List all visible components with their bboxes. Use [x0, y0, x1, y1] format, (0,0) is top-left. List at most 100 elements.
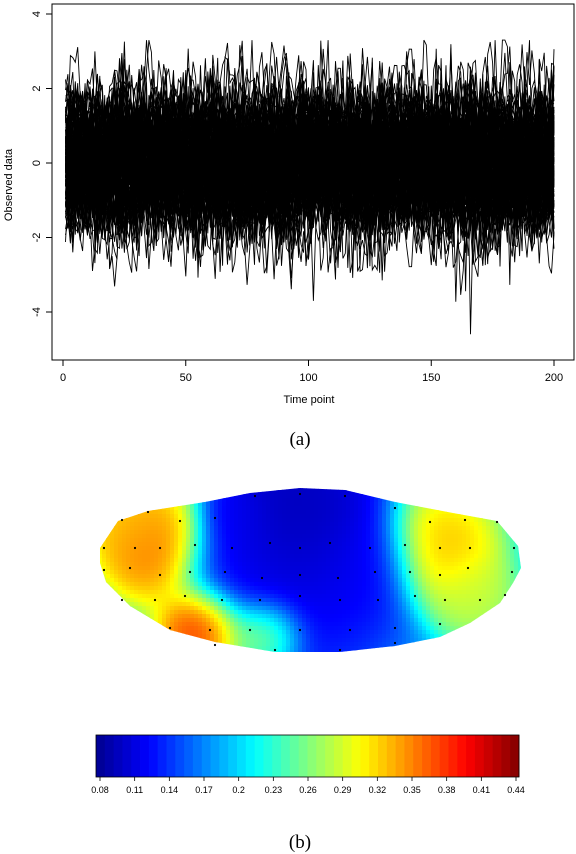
- heat-cell: [100, 522, 103, 527]
- heat-cell: [394, 558, 399, 563]
- heat-cell: [310, 618, 315, 623]
- heat-cell: [358, 530, 363, 535]
- heat-cell: [358, 542, 363, 547]
- heat-cell: [106, 518, 111, 523]
- heat-cell: [226, 654, 231, 659]
- heat-cell: [210, 542, 215, 547]
- heat-cell: [146, 654, 151, 659]
- heat-cell: [238, 602, 243, 607]
- heat-cell: [262, 582, 267, 587]
- heat-cell: [418, 558, 423, 563]
- heat-cell: [326, 554, 331, 559]
- heat-cell: [482, 542, 487, 547]
- heat-cell: [158, 510, 163, 515]
- heat-cell: [170, 518, 175, 523]
- heat-cell: [454, 490, 459, 495]
- heat-cell: [278, 654, 283, 659]
- heat-cell: [434, 618, 439, 623]
- heat-cell: [362, 530, 367, 535]
- heat-cell: [302, 514, 307, 519]
- heat-cell: [102, 594, 107, 599]
- heat-cell: [474, 610, 479, 615]
- heat-cell: [446, 622, 451, 627]
- heat-cell: [426, 578, 431, 583]
- heat-cell: [214, 622, 219, 627]
- heat-cell: [470, 498, 475, 503]
- heat-cell: [334, 638, 339, 643]
- heat-cell: [334, 622, 339, 627]
- heat-cell: [114, 654, 119, 659]
- heat-cell: [290, 602, 295, 607]
- heat-cell: [126, 650, 131, 652]
- heat-cell: [114, 574, 119, 579]
- heat-cell: [234, 654, 239, 659]
- heat-cell: [262, 594, 267, 599]
- heat-cell: [170, 562, 175, 567]
- heat-cell: [154, 622, 159, 627]
- heat-cell: [290, 618, 295, 623]
- heat-cell: [154, 510, 159, 515]
- heat-cell: [170, 530, 175, 535]
- heat-cell: [270, 558, 275, 563]
- heat-cell: [278, 582, 283, 587]
- heat-cell: [418, 590, 423, 595]
- heat-cell: [158, 542, 163, 547]
- heat-cell: [506, 602, 511, 607]
- heat-cell: [506, 510, 511, 515]
- heat-cell: [202, 650, 207, 652]
- heat-cell: [370, 634, 375, 639]
- heat-cell: [450, 590, 455, 595]
- heat-cell: [290, 646, 295, 651]
- heat-cell: [186, 646, 191, 651]
- heat-cell: [206, 530, 211, 535]
- heat-cell: [366, 558, 371, 563]
- heat-cell: [510, 554, 515, 559]
- heat-cell: [174, 506, 179, 511]
- heat-cell: [162, 546, 167, 551]
- heat-cell: [194, 650, 199, 652]
- heat-cell: [398, 570, 403, 575]
- heat-cell: [346, 510, 351, 515]
- heat-cell: [290, 488, 295, 491]
- heat-cell: [502, 634, 507, 639]
- heat-cell: [234, 618, 239, 623]
- heat-cell: [330, 594, 335, 599]
- heat-cell: [470, 610, 475, 615]
- heat-cell: [394, 642, 399, 647]
- heat-cell: [502, 590, 507, 595]
- heat-cell: [406, 502, 411, 507]
- heat-cell: [294, 598, 299, 603]
- heat-cell: [122, 546, 127, 551]
- heat-cell: [154, 526, 159, 531]
- heat-cell: [506, 554, 511, 559]
- heat-cell: [274, 534, 279, 539]
- heat-cell: [310, 634, 315, 639]
- heat-cell: [262, 586, 267, 591]
- heat-cell: [100, 610, 103, 615]
- heat-cell: [338, 642, 343, 647]
- heat-cell: [202, 566, 207, 571]
- heat-cell: [298, 618, 303, 623]
- heat-cell: [338, 518, 343, 523]
- heat-cell: [338, 490, 343, 495]
- heat-cell: [126, 622, 131, 627]
- heat-cell: [234, 530, 239, 535]
- heat-cell: [314, 574, 319, 579]
- heat-cell: [334, 598, 339, 603]
- heat-cell: [314, 594, 319, 599]
- heat-cell: [390, 526, 395, 531]
- heat-cell: [230, 554, 235, 559]
- heat-cell: [302, 562, 307, 567]
- heat-cell: [178, 650, 183, 652]
- heat-cell: [494, 570, 499, 575]
- heat-cell: [126, 646, 131, 651]
- heat-cell: [270, 506, 275, 511]
- heat-cell: [226, 566, 231, 571]
- heat-cell: [442, 510, 447, 515]
- heat-cell: [118, 488, 123, 491]
- heat-cell: [334, 490, 339, 495]
- heat-cell: [102, 530, 107, 535]
- heat-cell: [266, 646, 271, 651]
- heat-cell: [506, 566, 511, 571]
- heat-cell: [354, 630, 359, 635]
